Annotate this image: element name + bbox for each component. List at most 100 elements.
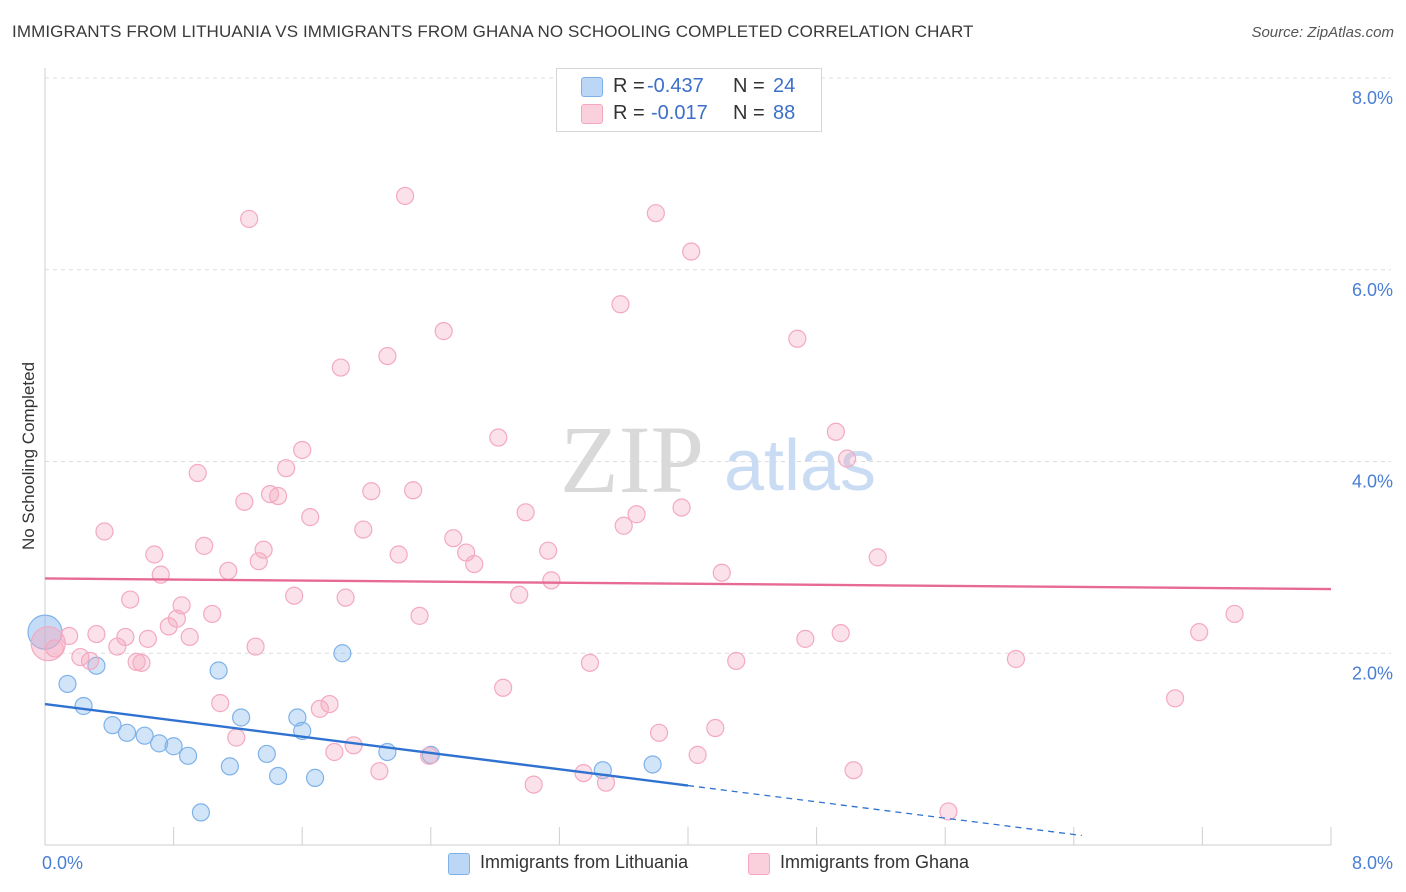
correlation-legend: R = -0.437 N = 24 R = -0.017 N = 88 <box>556 68 822 132</box>
point-lithuania <box>209 661 228 680</box>
point-ghana <box>489 428 508 447</box>
trend-line-ghana <box>44 577 1332 591</box>
point-ghana <box>293 440 312 460</box>
point-lithuania <box>178 746 198 765</box>
trend-line-lithuania <box>44 702 689 787</box>
point-lithuania <box>288 708 307 727</box>
point-ghana <box>465 554 484 574</box>
y-tick-label: 4.0% <box>1352 472 1393 492</box>
legend-n-value: 24 <box>773 75 796 97</box>
legend-r-label: R = <box>613 102 645 124</box>
bottom-legend-label-lithuania: Immigrants from Lithuania <box>480 852 689 872</box>
point-ghana <box>325 742 344 762</box>
point-ghana <box>195 536 214 555</box>
point-ghana <box>301 508 320 527</box>
point-ghana <box>434 322 453 341</box>
point-ghana <box>395 186 415 206</box>
point-lithuania <box>643 755 662 774</box>
point-lithuania <box>333 644 352 663</box>
point-ghana <box>240 209 259 229</box>
y-tick-label: 2.0% <box>1352 663 1393 683</box>
point-ghana <box>868 548 887 567</box>
point-ghana <box>188 463 207 483</box>
point-ghana <box>227 728 246 747</box>
point-ghana <box>235 492 254 511</box>
point-lithuania <box>232 708 251 727</box>
point-ghana <box>370 762 389 781</box>
point-ghana <box>203 604 222 624</box>
point-lithuania <box>191 803 211 822</box>
point-ghana <box>788 329 807 348</box>
point-ghana <box>1006 649 1026 669</box>
point-ghana <box>254 540 273 559</box>
point-ghana <box>310 699 329 718</box>
legend-swatch-ghana <box>581 104 603 124</box>
point-ghana <box>712 563 731 582</box>
axis-ticks: 2.0% 4.0% 6.0% 8.0% 0.0% 8.0% <box>42 88 1393 873</box>
watermark-zip: ZIP <box>560 406 704 513</box>
point-lithuania <box>220 757 239 776</box>
point-ghana <box>268 486 288 506</box>
point-ghana <box>71 647 90 667</box>
trend-line-lithuania-extension <box>687 784 1082 837</box>
point-ghana <box>524 775 543 794</box>
point-lithuania <box>305 768 325 787</box>
point-ghana <box>344 736 363 755</box>
y-tick-label: 6.0% <box>1352 280 1393 300</box>
point-lithuania <box>103 716 122 735</box>
point-ghana <box>539 541 558 560</box>
point-ghana <box>180 627 199 647</box>
source-label: Source: ZipAtlas.com <box>1251 24 1394 41</box>
point-ghana <box>362 482 381 501</box>
point-lithuania <box>150 734 169 753</box>
point-lithuania <box>164 737 183 756</box>
point-ghana <box>145 545 164 564</box>
watermark-atlas: atlas <box>724 426 876 506</box>
point-ghana <box>444 529 463 548</box>
point-ghana <box>87 624 106 644</box>
point-ghana <box>331 358 350 377</box>
point-ghana <box>246 637 265 656</box>
bottom-legend-swatch-ghana <box>748 853 770 875</box>
point-lithuania <box>74 696 93 716</box>
point-ghana <box>95 522 114 541</box>
point-lithuania <box>117 723 137 742</box>
data-points <box>27 186 1244 822</box>
point-ghana <box>320 694 339 714</box>
point-ghana <box>45 639 64 658</box>
point-ghana <box>838 449 857 468</box>
x-tick-label: 8.0% <box>1352 853 1393 873</box>
point-ghana <box>939 802 958 821</box>
axes <box>44 68 1332 846</box>
point-ghana <box>277 459 296 478</box>
point-ghana <box>688 745 707 764</box>
point-ghana <box>389 545 408 564</box>
chart-title: IMMIGRANTS FROM LITHUANIA VS IMMIGRANTS … <box>12 22 974 41</box>
point-ghana <box>494 678 513 697</box>
y-axis-label: No Schooling Completed <box>19 362 38 550</box>
watermark: ZIP atlas <box>560 406 876 513</box>
point-ghana <box>826 422 845 441</box>
point-ghana <box>706 718 725 738</box>
legend-n-label: N = <box>733 75 765 97</box>
point-ghana <box>727 651 746 671</box>
point-ghana <box>611 295 630 314</box>
point-ghana <box>285 586 304 605</box>
point-lithuania <box>58 674 77 694</box>
point-ghana <box>219 561 238 580</box>
point-ghana <box>580 653 600 672</box>
legend-r-value: -0.437 <box>647 75 704 97</box>
bottom-legend-swatch-lithuania <box>448 853 470 875</box>
point-lithuania <box>268 766 288 786</box>
point-lithuania <box>257 744 276 764</box>
point-ghana <box>796 629 815 648</box>
bottom-legend-label-ghana: Immigrants from Ghana <box>780 852 970 872</box>
point-ghana <box>80 651 100 671</box>
point-ghana <box>410 606 429 625</box>
point-ghana <box>516 503 535 522</box>
point-ghana <box>121 590 140 609</box>
legend-swatch-lithuania <box>581 77 603 97</box>
point-ghana <box>682 242 701 261</box>
point-ghana <box>672 498 691 517</box>
grid-lines <box>45 77 1391 654</box>
